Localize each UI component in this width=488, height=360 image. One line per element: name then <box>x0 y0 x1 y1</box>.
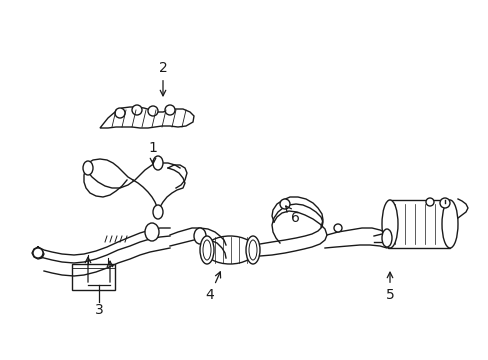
Ellipse shape <box>204 236 254 264</box>
Circle shape <box>439 198 449 208</box>
Ellipse shape <box>248 240 257 260</box>
Text: 1: 1 <box>148 141 157 164</box>
Circle shape <box>115 108 125 118</box>
Circle shape <box>148 106 158 116</box>
Circle shape <box>333 224 341 232</box>
Circle shape <box>280 199 289 209</box>
Circle shape <box>33 248 43 258</box>
Ellipse shape <box>381 200 397 248</box>
Ellipse shape <box>153 205 163 219</box>
Ellipse shape <box>200 236 214 264</box>
Text: 4: 4 <box>205 272 220 302</box>
Text: 2: 2 <box>158 61 167 96</box>
Text: 5: 5 <box>385 272 393 302</box>
Ellipse shape <box>245 236 260 264</box>
Circle shape <box>425 198 433 206</box>
Ellipse shape <box>145 223 159 241</box>
Polygon shape <box>72 264 115 290</box>
Polygon shape <box>100 107 194 128</box>
Ellipse shape <box>381 229 391 247</box>
Text: 6: 6 <box>285 206 299 225</box>
Ellipse shape <box>194 228 205 244</box>
Ellipse shape <box>203 240 210 260</box>
Polygon shape <box>387 200 449 248</box>
Circle shape <box>132 105 142 115</box>
Ellipse shape <box>83 161 93 175</box>
Ellipse shape <box>153 156 163 170</box>
Text: 3: 3 <box>95 303 103 317</box>
Circle shape <box>164 105 175 115</box>
Ellipse shape <box>441 200 457 248</box>
